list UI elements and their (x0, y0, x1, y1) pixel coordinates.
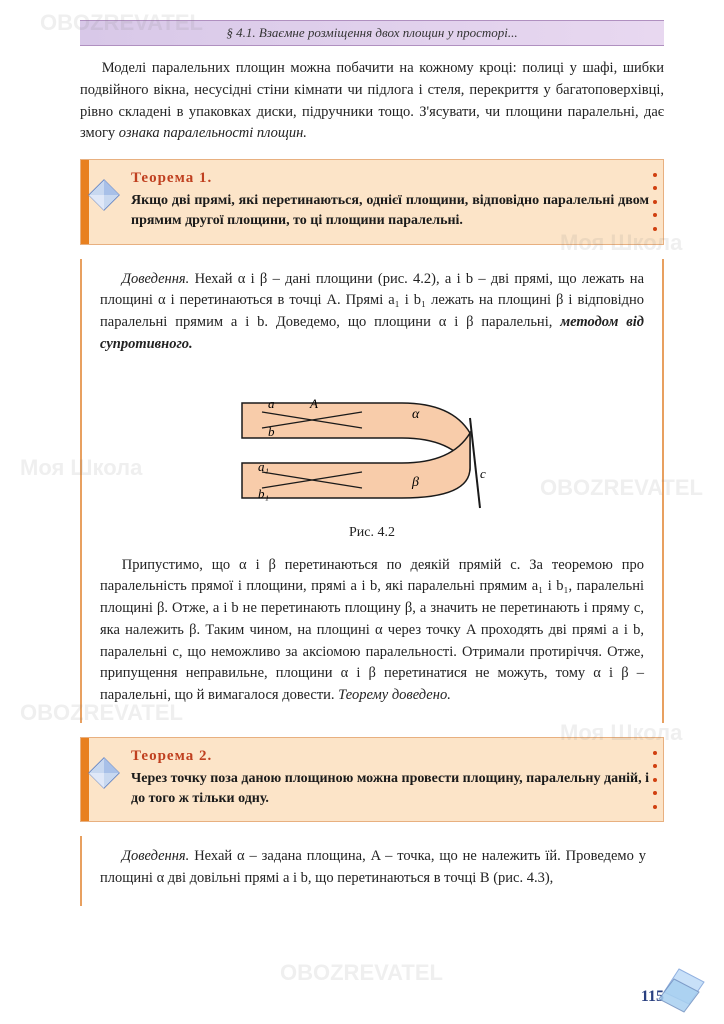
corner-decoration (654, 964, 714, 1014)
label-c: c (480, 466, 486, 481)
theorem-1-title: Теорема 1. (131, 170, 649, 187)
figure-4-2: a b A α a₁ b₁ β c Рис. 4.2 (100, 368, 644, 543)
label-A: A (309, 396, 318, 411)
theorem-2-title: Теорема 2. (131, 748, 649, 765)
diamond-icon (87, 756, 121, 790)
proof-1-p2: Припустимо, що α і β перетинаються по де… (100, 555, 644, 707)
section-title: § 4.1. Взаємне розміщення двох площин у … (226, 25, 517, 40)
proof-label: Доведення. (122, 848, 194, 864)
theorem-1-box: Теорема 1. Якщо дві прямі, які перетинаю… (80, 159, 664, 245)
label-alpha: α (412, 407, 420, 422)
theorem-2-body: Через точку поза даною площиною можна пр… (131, 769, 649, 810)
planes-diagram: a b A α a₁ b₁ β c (222, 368, 522, 518)
proof-label: Доведення. (122, 271, 195, 287)
label-b: b (268, 424, 275, 439)
line-c (470, 418, 480, 508)
theorem-proved: Теорему доведено. (338, 687, 451, 703)
theorem-1-body: Якщо дві прямі, які перетинаються, одніє… (131, 191, 649, 232)
label-a: a (268, 396, 275, 411)
dots-decoration (653, 168, 659, 236)
proof-2-box: Доведення. Нехай α – задана площина, A –… (80, 836, 664, 906)
watermark: OBOZREVATEL (280, 960, 443, 986)
proof-1-p1: Доведення. Нехай α і β – дані площини (р… (100, 269, 644, 356)
proof-2-p1: Доведення. Нехай α – задана площина, A –… (100, 846, 646, 890)
figure-caption: Рис. 4.2 (100, 522, 644, 543)
label-a1: a₁ (258, 459, 269, 474)
label-beta: β (411, 475, 419, 490)
dots-decoration (653, 746, 659, 814)
proof-1-box: Доведення. Нехай α і β – дані площини (р… (80, 259, 664, 723)
label-b1: b₁ (258, 486, 269, 501)
textbook-page: § 4.1. Взаємне розміщення двох площин у … (0, 0, 724, 1024)
theorem-2-box: Теорема 2. Через точку поза даною площин… (80, 737, 664, 823)
intro-paragraph: Моделі паралельних площин можна побачити… (80, 58, 664, 145)
diamond-icon (87, 178, 121, 212)
proof-1-p2-text: Припустимо, що α і β перетинаються по де… (100, 557, 644, 704)
intro-italic: ознака паралельності площин. (119, 125, 307, 141)
section-header: § 4.1. Взаємне розміщення двох площин у … (80, 20, 664, 46)
